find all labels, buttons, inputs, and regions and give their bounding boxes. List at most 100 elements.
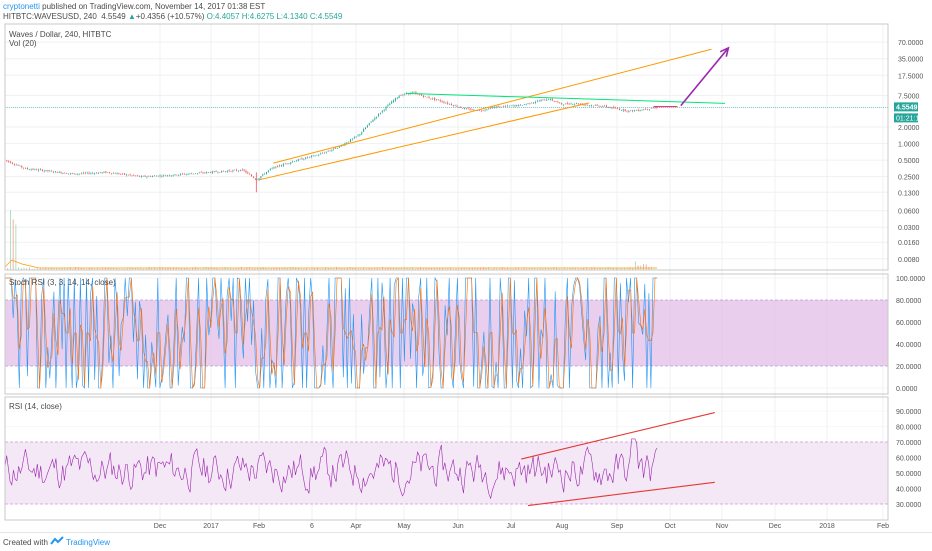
candle-body bbox=[239, 170, 241, 171]
candle-body bbox=[626, 110, 628, 112]
volume-bar bbox=[77, 267, 79, 270]
candle-body bbox=[303, 158, 305, 160]
candle-body bbox=[215, 171, 217, 172]
y-tick-label: 0.0600 bbox=[898, 209, 920, 216]
candle-body bbox=[361, 131, 363, 135]
candle-body bbox=[103, 171, 105, 173]
created-with-label: Created with bbox=[3, 538, 48, 547]
volume-bar bbox=[205, 267, 207, 270]
candle-body bbox=[38, 169, 40, 171]
volume-bar bbox=[634, 261, 636, 270]
candle-body bbox=[79, 173, 81, 175]
rsi-tick-label: 30.0000 bbox=[896, 502, 921, 509]
volume-bar bbox=[50, 267, 52, 270]
candle-body bbox=[10, 161, 12, 164]
change-arrow-icon: ▲ bbox=[127, 12, 136, 21]
volume-bar bbox=[371, 268, 373, 270]
candle-body bbox=[237, 170, 239, 172]
candle-body bbox=[66, 173, 68, 174]
candle-body bbox=[159, 175, 161, 177]
stoch-band bbox=[5, 300, 888, 366]
candle-body bbox=[645, 109, 647, 110]
volume-bar bbox=[148, 267, 150, 270]
candle-body bbox=[348, 141, 350, 143]
volume-bar bbox=[515, 267, 517, 270]
rsi-tick-label: 80.0000 bbox=[896, 425, 921, 432]
volume-bar bbox=[58, 268, 60, 270]
candle-body bbox=[488, 108, 490, 109]
volume-bar bbox=[403, 267, 405, 270]
volume-bar bbox=[243, 268, 245, 270]
volume-bar bbox=[145, 268, 147, 270]
arrowhead-icon bbox=[719, 46, 730, 57]
candle-body bbox=[336, 148, 338, 149]
candle-body bbox=[196, 173, 198, 174]
volume-bar bbox=[23, 267, 25, 270]
author-link[interactable]: cryptonetti bbox=[3, 2, 40, 11]
stoch-tick-label: 0.0000 bbox=[896, 386, 918, 393]
candle-body bbox=[45, 170, 47, 172]
candle-body bbox=[630, 110, 632, 111]
candle-body bbox=[181, 173, 183, 175]
volume-bar bbox=[501, 267, 503, 270]
candle-body bbox=[13, 164, 15, 165]
candle-body bbox=[163, 175, 165, 176]
volume-bar bbox=[303, 268, 305, 270]
volume-bar bbox=[645, 264, 647, 270]
volume-bar bbox=[556, 267, 557, 270]
volume-bar bbox=[357, 268, 359, 270]
candle-body bbox=[370, 121, 372, 123]
volume-bar bbox=[53, 268, 55, 270]
volume-bar bbox=[382, 267, 384, 270]
volume-bar bbox=[629, 267, 631, 270]
volume-bar bbox=[558, 268, 560, 270]
volume-bar bbox=[393, 267, 394, 270]
volume-bar bbox=[298, 268, 299, 270]
candle-body bbox=[54, 171, 56, 172]
candle-body bbox=[452, 105, 454, 106]
chart-canvas[interactable]: Dec 2017 Feb 6 Apr May Jun Jul Aug Sep Oct Nov Dec 20… bbox=[0, 0, 932, 532]
volume-bar bbox=[526, 268, 528, 270]
candle-body bbox=[493, 106, 495, 108]
candle-body bbox=[84, 172, 86, 174]
candle-body bbox=[391, 101, 393, 104]
candle-body bbox=[316, 155, 318, 156]
candle-body bbox=[282, 163, 284, 166]
candle-body bbox=[110, 173, 112, 174]
candle-body bbox=[165, 175, 167, 177]
volume-bar bbox=[317, 267, 318, 270]
candle-body bbox=[135, 175, 137, 177]
candle-body bbox=[643, 109, 645, 111]
volume-bar bbox=[580, 268, 582, 270]
candle-body bbox=[503, 106, 505, 107]
candle-body bbox=[249, 173, 251, 175]
volume-bar bbox=[37, 268, 39, 270]
volume-bar bbox=[564, 267, 566, 270]
volume-label: Vol (20) bbox=[9, 39, 37, 48]
candle-body bbox=[495, 106, 497, 108]
main-pane-title: Waves / Dollar, 240, HITBTC bbox=[9, 30, 112, 39]
volume-bar bbox=[376, 267, 378, 270]
candle-body bbox=[221, 170, 223, 173]
candle-body bbox=[394, 98, 396, 101]
volume-bar bbox=[270, 268, 272, 270]
candle-body bbox=[505, 105, 507, 107]
drawings[interactable] bbox=[259, 46, 730, 507]
candle-body bbox=[368, 122, 370, 126]
tradingview-link[interactable]: TradingView bbox=[66, 538, 111, 547]
volume-bar bbox=[355, 268, 356, 270]
volume-bar bbox=[224, 267, 226, 270]
candle-body bbox=[587, 104, 589, 106]
volume-bar bbox=[583, 267, 585, 270]
candle-body bbox=[557, 101, 559, 103]
publish-line: cryptonetti published on TradingView.com… bbox=[3, 2, 265, 12]
candle-body bbox=[41, 169, 43, 172]
volume-bar bbox=[632, 268, 634, 270]
candle-body bbox=[21, 165, 23, 168]
x-tick-label: Oct bbox=[665, 523, 676, 530]
volume-bar bbox=[602, 268, 604, 270]
candle-body bbox=[430, 98, 432, 100]
candle-body bbox=[572, 104, 574, 105]
volume-bar bbox=[547, 268, 549, 270]
candle-body bbox=[579, 103, 581, 105]
